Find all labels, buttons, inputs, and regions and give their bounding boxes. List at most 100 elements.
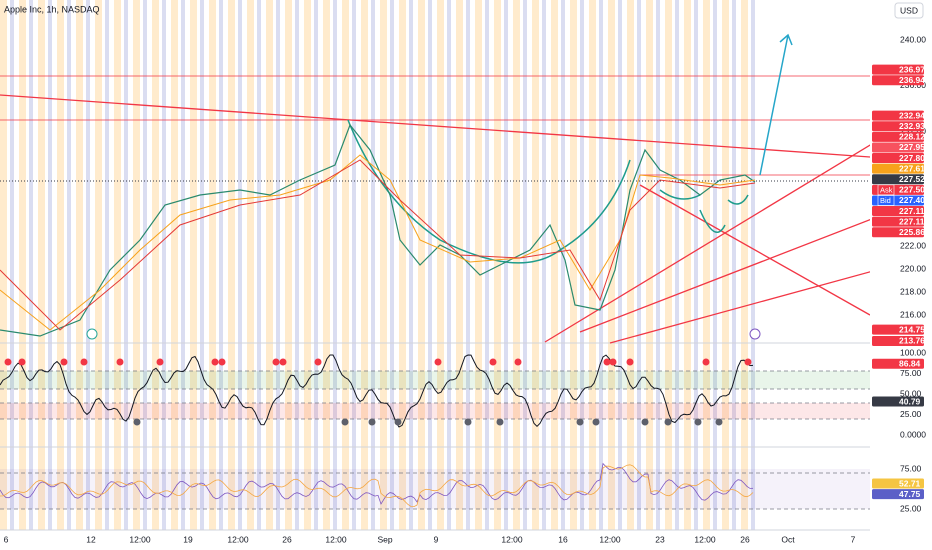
stripe [580, 0, 584, 530]
price-tag [872, 121, 924, 132]
stripe [532, 0, 539, 530]
stripe [181, 0, 185, 530]
stripe [105, 0, 109, 530]
stripe [675, 0, 679, 530]
stripe [665, 0, 672, 530]
price-tag-label: 227.40 [899, 195, 925, 205]
stripe [703, 0, 710, 530]
stripe [551, 0, 558, 530]
stripe [276, 0, 280, 530]
stripe [285, 0, 292, 530]
axis-label: 0.0000 [900, 429, 926, 439]
overbought-dot [18, 358, 26, 366]
stripe [257, 0, 261, 530]
stripe [722, 0, 729, 530]
osc-line [0, 464, 754, 508]
axis-label: 240.00 [900, 34, 926, 44]
price-tag [872, 396, 924, 407]
stripe [295, 0, 299, 530]
stripe [741, 0, 748, 530]
axis-label: 50.00 [900, 388, 922, 398]
overbought-dot [489, 358, 497, 366]
stripe [684, 0, 691, 530]
price-tag-label: 227.50 [899, 185, 925, 195]
stripe [86, 0, 90, 530]
price-tag [872, 358, 924, 369]
session-stripes [0, 0, 755, 530]
stripe [38, 0, 45, 530]
stripe [637, 0, 641, 530]
price-tag-label: 225.86 [899, 227, 925, 237]
stripe [504, 0, 508, 530]
time-label: 12 [86, 534, 96, 544]
stripe [409, 0, 413, 530]
overbought-dot [4, 358, 12, 366]
price-tag [872, 216, 924, 227]
stripe [304, 0, 311, 530]
price-tag [872, 142, 924, 153]
overbought-dot [218, 358, 226, 366]
event-icon[interactable] [86, 328, 98, 340]
axis-label: 220.00 [900, 264, 926, 274]
stripe [485, 0, 489, 530]
price-tag [872, 335, 924, 346]
price-tag-label: 213.76 [899, 336, 925, 346]
stripe [418, 0, 425, 530]
time-label: 23 [655, 534, 665, 544]
time-label: 12:00 [129, 534, 151, 544]
stripe [10, 0, 14, 530]
price-tag-label: 227.95 [899, 142, 925, 152]
time-label: 26 [740, 534, 750, 544]
add-button[interactable] [749, 328, 761, 340]
stripe [76, 0, 83, 530]
stripe [314, 0, 318, 530]
stripe [323, 0, 330, 530]
stripe [342, 0, 349, 530]
osc-line [0, 462, 754, 505]
stripe [247, 0, 254, 530]
moving-average [0, 154, 756, 331]
oversold-dot [715, 418, 723, 426]
stripe [732, 0, 736, 530]
price-tag-label: 86.84 [899, 359, 921, 369]
rsi-line [0, 354, 754, 428]
overbought-dot [156, 358, 164, 366]
oversold-dot [133, 418, 141, 426]
price-tag [872, 163, 924, 174]
axis-label: 25.00 [900, 503, 922, 513]
curve [659, 189, 749, 233]
rsi-markers [4, 358, 752, 426]
time-label: 6 [4, 534, 9, 544]
rsi-overbought-zone [0, 371, 870, 389]
axis-label: 25.00 [900, 409, 922, 419]
stripe [494, 0, 501, 530]
price-axis-panel [870, 0, 932, 550]
overbought-dot [60, 358, 68, 366]
stripe [713, 0, 717, 530]
stripe [428, 0, 432, 530]
overbought-dot [272, 358, 280, 366]
price-tag [872, 478, 924, 489]
price-tag [872, 206, 924, 217]
stripe [209, 0, 216, 530]
osc-band [0, 469, 870, 509]
axis-label: 75.00 [900, 368, 922, 378]
stripe [333, 0, 337, 530]
oversold-dot [496, 418, 504, 426]
price-tag-label: 214.75 [899, 324, 925, 334]
stripe [200, 0, 204, 530]
stripe [171, 0, 178, 530]
stripe [152, 0, 159, 530]
arrow [759, 33, 793, 176]
overbought-dot [279, 358, 287, 366]
price-tag-label: 52.71 [899, 478, 921, 488]
time-label: 19 [183, 534, 193, 544]
price-tag-label: 227.80 [899, 153, 925, 163]
stripe [570, 0, 577, 530]
oversold-dot [576, 418, 584, 426]
symbol-title: Apple Inc, 1h, NASDAQ [4, 4, 100, 14]
currency-button[interactable] [894, 2, 924, 19]
stripe [456, 0, 463, 530]
oversold-dot [664, 418, 672, 426]
